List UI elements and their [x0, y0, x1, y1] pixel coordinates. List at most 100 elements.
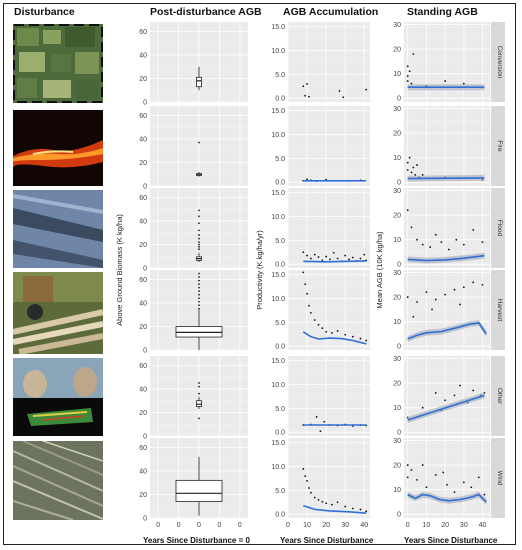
accum-point	[306, 479, 308, 482]
standing-point	[444, 293, 447, 296]
accumulation-column-title: AGB Accumulation	[283, 6, 379, 18]
box-outlier-point	[198, 248, 200, 251]
standing-point	[416, 301, 418, 303]
standing-trend-line	[407, 493, 487, 503]
post-xtick-label: 0	[217, 522, 221, 529]
facet-label-fire: Fire	[496, 140, 503, 152]
box-outlier-point	[198, 290, 200, 293]
standing-point	[410, 469, 413, 471]
accum-point	[325, 331, 328, 333]
facet-strip-wind	[491, 438, 505, 518]
post-conversion-ytick-label: 40	[139, 52, 147, 59]
standing-point	[406, 80, 409, 82]
standing-conversion-ytick-label: 0	[397, 96, 401, 103]
box-outlier-point	[198, 222, 200, 225]
standing-point	[462, 286, 465, 289]
accum-fire-ytick-label: 0.0	[275, 180, 285, 187]
box-outlier-point	[198, 241, 200, 244]
accum-flood-ytick-label: 15.0	[271, 190, 285, 197]
post-fire-ytick-label: 60	[139, 113, 147, 120]
post-flood-ytick-label: 0	[143, 265, 147, 272]
standing-point	[431, 308, 433, 311]
standing-point	[406, 209, 409, 212]
post-disturbance-column-title: Post-disturbance AGB	[150, 6, 262, 18]
accum-point	[306, 292, 308, 295]
accum-point	[321, 259, 324, 262]
standing-point	[434, 233, 437, 236]
post-flood-ytick-label: 40	[139, 218, 147, 225]
accum-trend-line	[303, 260, 367, 263]
post-y-axis-label: Above Ground Biomass (K kg/ha)	[115, 214, 124, 326]
accum-flood-ytick-label: 5.0	[275, 238, 285, 245]
standing-point	[434, 392, 437, 394]
standing-point	[416, 164, 418, 166]
accum-point	[313, 319, 316, 321]
standing-point	[442, 471, 445, 474]
box-outlier-point	[198, 300, 200, 303]
standing-point	[444, 399, 447, 402]
standing-harvest-ytick-label: 10	[393, 319, 401, 326]
standing-point	[459, 384, 461, 387]
accum-point	[330, 331, 333, 334]
accum-xtick-label: 10	[303, 522, 311, 529]
post-xtick-label: 0	[156, 522, 160, 529]
accum-xtick-label: 0	[286, 522, 290, 529]
accum-point	[313, 253, 316, 256]
standing-point	[472, 389, 475, 392]
standing-wind-ytick-label: 20	[393, 462, 401, 469]
accum-other-ytick-label: 10.0	[271, 382, 285, 389]
standing-conversion-ytick-label: 10	[393, 71, 401, 78]
standing-point	[446, 483, 448, 486]
standing-xtick-label: 10	[423, 522, 431, 529]
standing-fire-ytick-label: 10	[393, 155, 401, 162]
accum-fire-ytick-label: 5.0	[275, 156, 285, 163]
accum-point	[365, 88, 368, 91]
harvest-photo	[13, 272, 103, 354]
accum-point	[308, 95, 310, 98]
accum-wind-ytick-label: 10.0	[271, 464, 285, 471]
accum-point	[309, 257, 312, 260]
post-other-ytick-label: 40	[139, 386, 147, 393]
accum-point	[309, 311, 312, 314]
standing-agb-chart: 0 10 20 30 Conversion 0 10 20 30 Fire 0 10 20 30 Flood…	[375, 22, 505, 529]
standing-wind-ytick-label: 30	[393, 438, 401, 445]
accum-harvest-ytick-label: 10.0	[271, 296, 285, 303]
standing-point	[421, 243, 424, 246]
accum-point	[363, 253, 366, 256]
accum-point	[359, 508, 362, 511]
standing-point	[481, 241, 484, 244]
standing-point	[412, 315, 415, 318]
standing-point	[416, 238, 418, 241]
post-harvest-ytick-label: 40	[139, 300, 147, 307]
accum-x-axis-label: Years Since Disturbance	[280, 536, 374, 545]
box-outlier-point	[198, 385, 200, 388]
accum-wind-ytick-label: 0.0	[275, 512, 285, 519]
standing-wind-panel-bg	[404, 438, 490, 518]
accum-point	[365, 510, 368, 513]
standing-point	[447, 248, 450, 251]
accum-wind-ytick-label: 15.0	[271, 440, 285, 447]
post-xtick-label: 0	[197, 522, 201, 529]
standing-point	[421, 464, 424, 466]
box-outlier-point	[198, 276, 200, 278]
accum-point	[302, 271, 305, 274]
standing-fire-ytick-label: 30	[393, 106, 401, 113]
box-iqr	[196, 76, 202, 88]
post-flood-ytick-label: 60	[139, 195, 147, 202]
standing-point	[408, 156, 411, 159]
post-xtick-label: 0	[238, 522, 242, 529]
standing-point	[483, 493, 486, 496]
standing-point	[425, 486, 428, 489]
post-conversion-ytick-label: 0	[143, 99, 147, 106]
standing-xtick-label: 20	[441, 522, 449, 529]
post-disturbance-boxplot-chart: 0 20 40 60 0 20 40 60 0 20 40 60 0 20 40 60 0 20 40 60 0 20 40…	[115, 22, 248, 529]
standing-point	[462, 481, 465, 484]
accum-point	[306, 178, 308, 181]
box-outlier-point	[198, 272, 200, 275]
standing-point	[414, 174, 417, 176]
standing-point	[462, 82, 465, 85]
standing-flood-ytick-label: 0	[397, 262, 401, 269]
box-outlier-point	[198, 237, 200, 240]
accum-flood-ytick-label: 0.0	[275, 262, 285, 269]
standing-point	[412, 166, 415, 169]
